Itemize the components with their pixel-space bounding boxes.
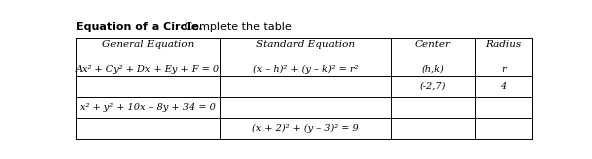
Text: General Equation: General Equation [102,40,194,49]
Text: Center: Center [415,40,451,49]
Text: (-2,7): (-2,7) [420,82,446,91]
Text: r: r [501,65,506,74]
Text: x² + y² + 10x – 8y + 34 = 0: x² + y² + 10x – 8y + 34 = 0 [80,103,216,112]
Text: Radius: Radius [485,40,522,49]
Text: Ax² + Cy² + Dx + Ey + F = 0: Ax² + Cy² + Dx + Ey + F = 0 [76,65,220,74]
Text: Standard Equation: Standard Equation [256,40,355,49]
Text: Equation of a Circle.: Equation of a Circle. [76,22,203,32]
Text: Complete the table: Complete the table [181,22,292,32]
Text: 4: 4 [500,82,507,91]
Text: (x – h)² + (y – k)² = r²: (x – h)² + (y – k)² = r² [253,65,358,74]
Text: (x + 2)² + (y – 3)² = 9: (x + 2)² + (y – 3)² = 9 [252,124,359,133]
Text: (h,k): (h,k) [422,65,444,74]
